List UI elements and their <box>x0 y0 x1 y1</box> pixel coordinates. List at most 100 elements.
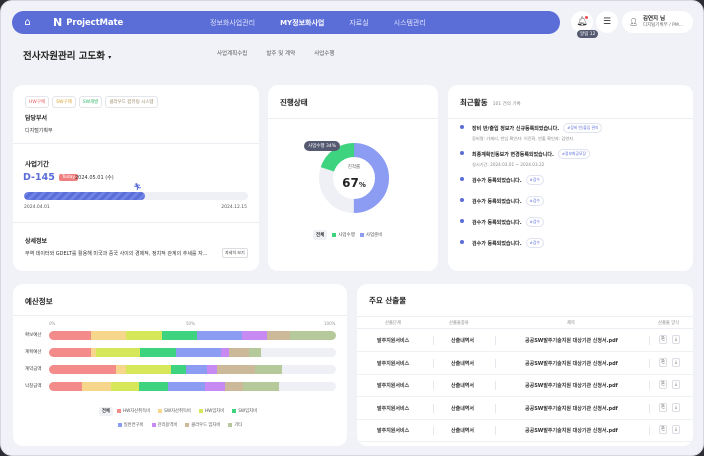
home-icon[interactable]: ⌂ <box>24 17 31 28</box>
bar-segment[interactable] <box>267 331 291 340</box>
bar-segment[interactable] <box>49 382 82 391</box>
table-row[interactable]: 발주지원서비스 산출내역서 공공SW발주기술지원 대상기관 신청서.pdf ⎘ ⤓ <box>357 375 693 397</box>
bar-segment[interactable] <box>204 382 225 391</box>
legend-item[interactable]: HW임차비 <box>198 408 224 414</box>
sub-tab[interactable]: 사업계획수립 <box>217 51 248 57</box>
bar-segment[interactable] <box>290 331 336 340</box>
table-row[interactable]: 발주지원서비스 산출내역서 공공SW발주기술지원 대상기관 신청서.pdf ⎘ ⤓ <box>357 330 693 352</box>
view-detail-button[interactable]: 자세히 보기 <box>222 248 248 258</box>
bar-segment[interactable] <box>175 348 222 357</box>
sub-tab[interactable]: 사업수행 <box>314 51 335 57</box>
activity-item[interactable]: 장비 반/출입 정보가 신규등록되었습니다. #장비 반/출입 관리 장비명: 가제… <box>460 123 603 142</box>
bar-segment[interactable] <box>168 382 205 391</box>
bar-segment[interactable] <box>90 331 126 340</box>
activity-item[interactable]: 최종계획인동보가 변경등록되었습니다. #정보화공모장 실시기간: 2024.03.… <box>460 149 602 168</box>
activity-item[interactable]: 검수가 등록되었습니다. #검수 <box>460 196 602 206</box>
preview-file-icon[interactable]: ⎘ <box>659 402 667 412</box>
bar-segment[interactable] <box>49 331 91 340</box>
bar-segment[interactable] <box>249 348 262 357</box>
cell-title[interactable]: 공공SW발주기술지원 대상기관 신청서.pdf <box>525 338 618 344</box>
table-row[interactable]: 발주지원서비스 산출내역서 공공SW발주기술지원 대상기관 신청서.pdf ⎘ ⤓ <box>357 353 693 375</box>
bar-segment[interactable] <box>224 382 243 391</box>
notification-button[interactable]: 🔔︎ <box>571 11 593 33</box>
bar-segment[interactable] <box>125 365 172 374</box>
bar-segment[interactable] <box>197 331 243 340</box>
legend-item[interactable]: 클라우드 임차비 <box>185 422 220 428</box>
sub-tab[interactable]: 발주 및 계약 <box>266 51 296 57</box>
bar-segment[interactable] <box>49 365 116 374</box>
bar-segment[interactable] <box>115 365 126 374</box>
legend-all[interactable]: 전체 <box>98 407 113 416</box>
bar-segment[interactable] <box>171 365 186 374</box>
cell-title[interactable]: 공공SW발주기술지원 대상기관 신청서.pdf <box>525 405 618 412</box>
bar-segment[interactable] <box>217 365 256 374</box>
cell-divider <box>495 403 496 413</box>
start-date: 2024.04.01 <box>24 205 50 210</box>
legend-all[interactable]: 전체 <box>313 230 328 240</box>
legend-item[interactable]: 관리용역비 <box>151 422 177 428</box>
legend-item[interactable]: 사업수행 <box>332 232 355 238</box>
status-legend: 전체 사업수행 사업준비 <box>313 230 382 240</box>
cell-title[interactable]: 공공SW발주기술지원 대상기관 신청서.pdf <box>525 428 618 434</box>
bar-segment[interactable] <box>255 365 282 374</box>
table-row[interactable]: 발주지원서비스 산출내역서 공공SW발주기술지원 대상기관 신청서.pdf ⎘ ⤓ <box>357 420 693 442</box>
activity-tag[interactable]: #검수 <box>525 175 544 185</box>
progress-donut-chart[interactable]: 진척률 67% <box>318 142 390 214</box>
bar-segment[interactable] <box>125 331 162 340</box>
download-icon[interactable]: ⤓ <box>672 357 680 367</box>
activity-item[interactable]: 검수가 등록되었습니다. #검수 <box>460 175 602 185</box>
bar-segment[interactable] <box>242 331 268 340</box>
legend-item[interactable]: SW임차비 <box>232 408 257 414</box>
card-title: 진행상태 <box>280 98 308 107</box>
activity-tag[interactable]: #장비 반/출입 관리 <box>563 123 603 133</box>
bar-segment[interactable] <box>207 365 218 374</box>
legend-item[interactable]: SW자산취득비 <box>158 408 191 414</box>
bar-segment[interactable] <box>185 365 208 374</box>
bar-segment[interactable] <box>82 382 111 391</box>
preview-file-icon[interactable]: ⎘ <box>659 335 667 344</box>
activity-item[interactable]: 검수가 등록되었습니다. #검수 <box>460 217 602 227</box>
nav-item[interactable]: MY정보화사업 <box>280 18 325 27</box>
bar-segment[interactable] <box>96 348 140 357</box>
bar-segment[interactable] <box>229 348 250 357</box>
download-icon[interactable]: ⤓ <box>672 425 680 434</box>
bar-segment[interactable] <box>139 382 169 391</box>
legend-item[interactable]: 일반연구비 <box>117 422 144 428</box>
cell-type: 산출내역서 <box>451 405 475 412</box>
activity-item[interactable]: 검수가 등록되었습니다. #검수 <box>460 238 602 248</box>
nav-item[interactable]: 시스템관리 <box>393 18 426 27</box>
cell-title[interactable]: 공공SW발주기술지원 대상기관 신청서.pdf <box>525 383 618 389</box>
legend-item[interactable]: HW자산취득비 <box>116 408 150 414</box>
legend-item[interactable]: 사업준비 <box>359 232 382 238</box>
activity-tag[interactable]: #검수 <box>525 217 544 227</box>
activity-tag[interactable]: #검수 <box>525 238 544 248</box>
bar-segment[interactable] <box>90 348 97 357</box>
bar-segment[interactable] <box>221 348 230 357</box>
project-title-dropdown[interactable]: 전사자원관리 고도화 ▾ <box>23 48 111 62</box>
download-icon[interactable]: ⤓ <box>672 380 680 389</box>
legend-item[interactable]: 기타 <box>228 422 242 428</box>
nav-item[interactable]: 정보화사업관리 <box>210 18 256 27</box>
bar-segment[interactable] <box>242 382 280 391</box>
download-icon[interactable]: ⤓ <box>672 335 680 344</box>
table-row[interactable]: 발주지원서비스 산출내역서 공공SW발주기술지원 대상기관 신청서.pdf ⎘ ⤓ <box>357 398 693 420</box>
legend-label: 사업수행 <box>338 233 355 238</box>
timeline-dot-icon <box>460 125 464 129</box>
logo[interactable]: N ProjectMate <box>53 15 123 30</box>
budget-bar-row: 계약금액 <box>13 365 347 375</box>
download-icon[interactable]: ⤓ <box>672 402 680 412</box>
cell-title[interactable]: 공공SW발주기술지원 대상기관 신청서.pdf <box>525 360 618 367</box>
card-title: 최근활동 101 건의 기록 <box>460 97 521 108</box>
bar-segment[interactable] <box>110 382 140 391</box>
preview-file-icon[interactable]: ⎘ <box>659 380 667 389</box>
user-menu[interactable]: 👤︎ 김연지 님 디지털기획부 / PM... <box>622 11 693 33</box>
bar-segment[interactable] <box>139 348 176 357</box>
preview-file-icon[interactable]: ⎘ <box>659 425 667 434</box>
bar-segment[interactable] <box>161 331 198 340</box>
preview-file-icon[interactable]: ⎘ <box>659 357 667 367</box>
bar-segment[interactable] <box>49 348 91 357</box>
menu-button[interactable]: ☰ <box>596 11 618 33</box>
nav-item[interactable]: 자료실 <box>349 18 369 27</box>
activity-tag[interactable]: #검수 <box>525 196 544 206</box>
activity-tag[interactable]: #정보화공모장 <box>557 149 590 159</box>
